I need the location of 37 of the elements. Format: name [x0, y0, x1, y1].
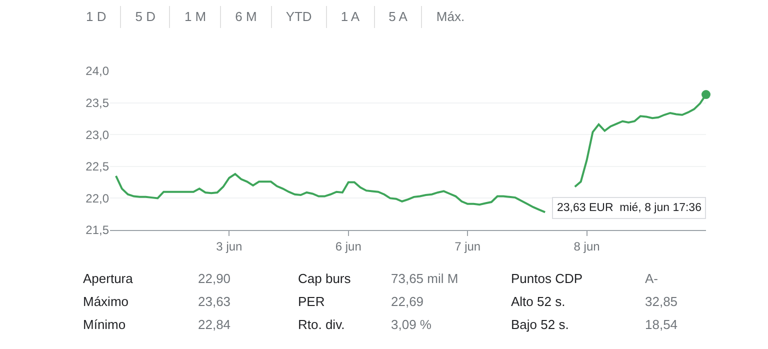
text: 22,90 [198, 270, 232, 288]
text: 22,69 [391, 293, 425, 311]
y-tick-label: 22,0 [86, 191, 110, 206]
x-tick-label: 3 jun [216, 239, 242, 254]
text: 6 M [220, 6, 271, 28]
text: Cap burs [298, 270, 352, 288]
text: 23,63 [198, 293, 232, 311]
text: 18,54 [645, 316, 679, 334]
text: Máximo [83, 293, 130, 311]
y-tick-label: 23,0 [86, 128, 110, 142]
y-tick-label: 23,5 [86, 96, 110, 110]
text: A- [645, 270, 659, 288]
text: 1 M [169, 6, 220, 28]
text: 22,84 [198, 316, 232, 334]
text: Bajo 52 s. [511, 316, 570, 334]
y-tick-label: 24,0 [86, 64, 110, 78]
x-tick-label: 7 jun [454, 239, 481, 254]
text: 5 D [120, 6, 170, 28]
text: 1 A [326, 6, 374, 28]
y-tick-label: 22,5 [86, 160, 110, 174]
text: 1 D [85, 8, 108, 26]
text: 73,65 mil M [391, 270, 460, 288]
y-tick-label: 21,5 [86, 223, 110, 238]
text: Mínimo [83, 316, 127, 334]
text: Máx. [421, 6, 479, 28]
annotation: 23,63 EUR mié, 8 jun 17:36 [557, 202, 702, 214]
text: 3,09 % [391, 316, 432, 334]
text: Alto 52 s. [511, 293, 566, 311]
text: 32,85 [645, 293, 679, 311]
text: Rto. div. [298, 316, 346, 334]
text: Apertura [83, 270, 134, 288]
text: PER [298, 293, 326, 311]
x-tick-label: 8 jun [574, 239, 600, 254]
text: Puntos CDP [511, 270, 584, 288]
text: 5 A [374, 6, 422, 28]
text: YTD [270, 6, 326, 28]
x-tick-label: 6 jun [335, 239, 362, 254]
